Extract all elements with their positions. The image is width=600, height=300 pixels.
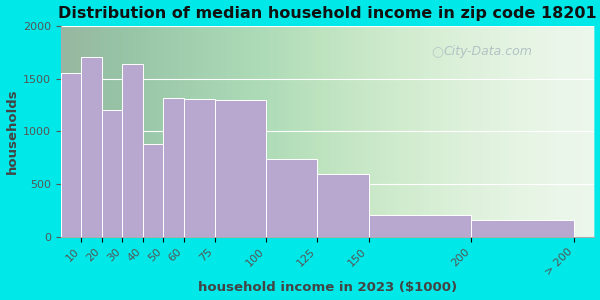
Y-axis label: households: households [5, 88, 19, 174]
Text: ○: ○ [431, 44, 443, 58]
Bar [471, 220, 574, 236]
Title: Distribution of median household income in zip code 18201: Distribution of median household income … [58, 6, 597, 21]
Bar [143, 144, 163, 236]
Bar [184, 99, 215, 236]
Bar [61, 73, 81, 236]
Bar [122, 64, 143, 236]
Bar [266, 159, 317, 236]
Bar [215, 100, 266, 236]
Bar [163, 98, 184, 236]
Bar [81, 58, 101, 236]
Bar [101, 110, 122, 236]
X-axis label: household income in 2023 ($1000): household income in 2023 ($1000) [198, 281, 457, 294]
Bar [317, 174, 368, 236]
Text: City-Data.com: City-Data.com [443, 45, 532, 58]
Bar [368, 215, 471, 236]
